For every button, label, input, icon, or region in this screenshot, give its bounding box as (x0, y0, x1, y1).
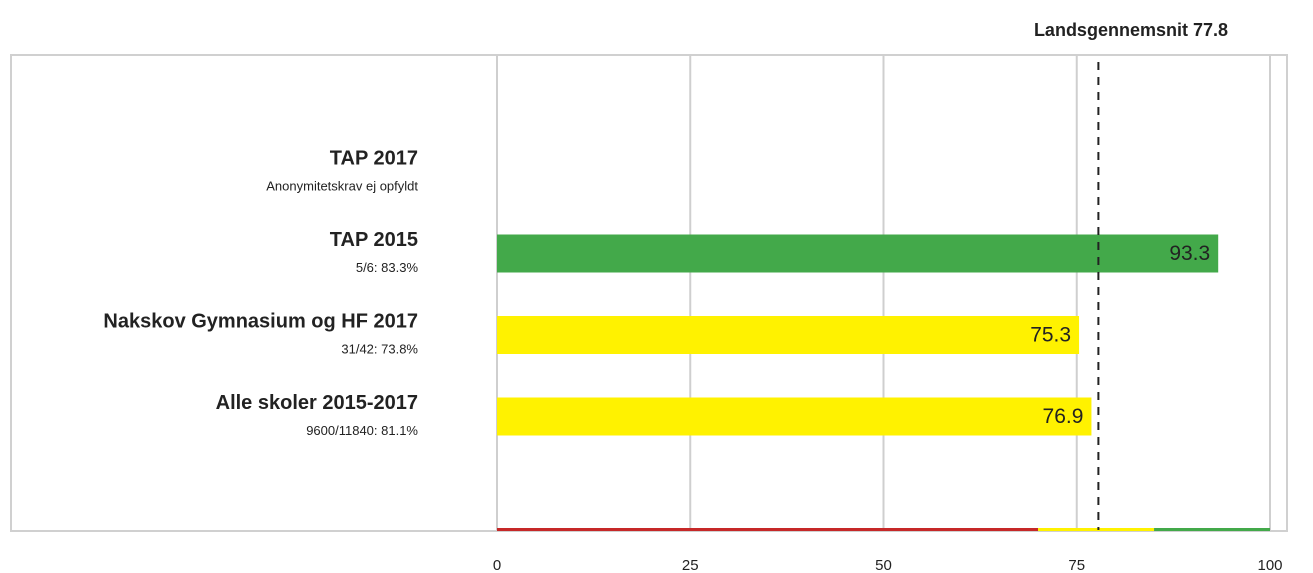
category-sublabel: 9600/11840: 81.1% (306, 423, 418, 438)
category-label: TAP 2017 (330, 147, 418, 169)
category-sublabel: 31/42: 73.8% (341, 341, 418, 356)
threshold-band (497, 528, 1039, 531)
bar (497, 397, 1092, 436)
bar (497, 316, 1080, 354)
threshold-band (1154, 528, 1270, 531)
category-label: Alle skoler 2015-2017 (216, 392, 418, 414)
value-label: 76.9 (1043, 405, 1084, 428)
category-label: TAP 2015 (330, 229, 418, 251)
chart-title: Landsgennemsnit 77.8 (1034, 20, 1228, 40)
x-tick-label: 50 (875, 557, 892, 573)
value-label: 93.3 (1169, 242, 1210, 265)
bar (497, 234, 1219, 273)
category-sublabel: Anonymitetskrav ej opfyldt (266, 178, 418, 193)
category-label: Nakskov Gymnasium og HF 2017 (103, 310, 418, 332)
x-tick-label: 0 (493, 557, 501, 573)
category-sublabel: 5/6: 83.3% (356, 260, 419, 275)
x-tick-label: 100 (1257, 557, 1282, 573)
plot-frame (10, 54, 1288, 532)
value-label: 75.3 (1030, 324, 1071, 347)
threshold-band (1038, 528, 1155, 531)
x-tick-label: 75 (1068, 557, 1085, 573)
x-tick-label: 25 (682, 557, 699, 573)
